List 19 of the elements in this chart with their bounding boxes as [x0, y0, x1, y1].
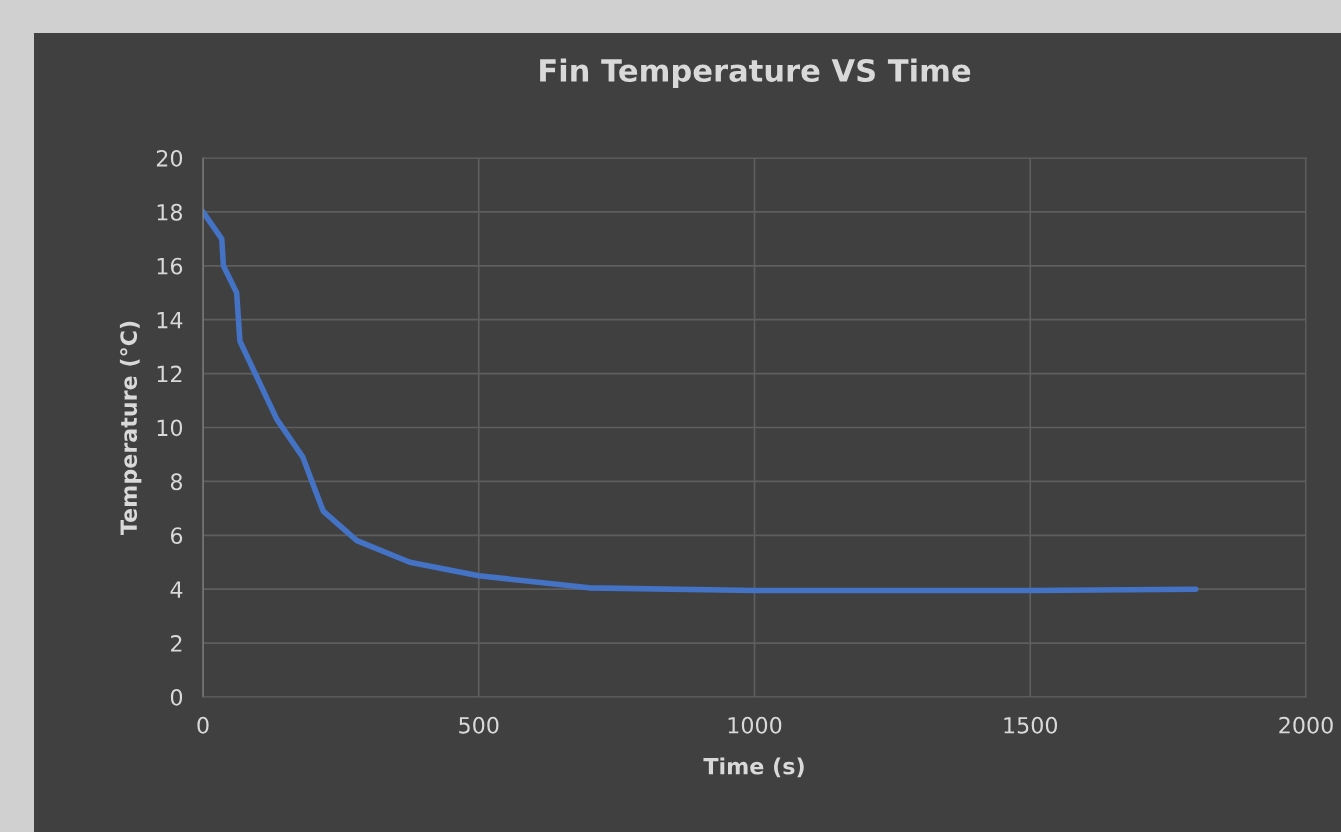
x-tick-label: 500	[459, 716, 499, 734]
x-tick-label: 0	[197, 716, 209, 734]
chart-title: Fin Temperature VS Time	[540, 58, 971, 88]
y-tick-label: 0	[170, 688, 183, 706]
y-tick-label: 10	[157, 419, 183, 437]
x-tick-label: 2000	[1279, 716, 1333, 734]
y-axis-title: Temperature (°C)	[119, 321, 142, 536]
x-tick-label: 1000	[728, 716, 782, 734]
y-tick-label: 12	[157, 365, 182, 383]
y-tick-label: 16	[157, 257, 183, 275]
y-tick-label: 20	[156, 149, 183, 167]
y-tick-label: 8	[170, 473, 183, 491]
y-tick-label: 2	[171, 635, 182, 652]
y-tick-label: 18	[157, 203, 183, 221]
x-axis-title: Time (s)	[703, 757, 804, 778]
y-tick-label: 4	[170, 581, 183, 598]
y-tick-label: 14	[157, 311, 183, 329]
x-tick-label: 1500	[1004, 716, 1058, 734]
y-tick-label: 6	[170, 527, 183, 545]
